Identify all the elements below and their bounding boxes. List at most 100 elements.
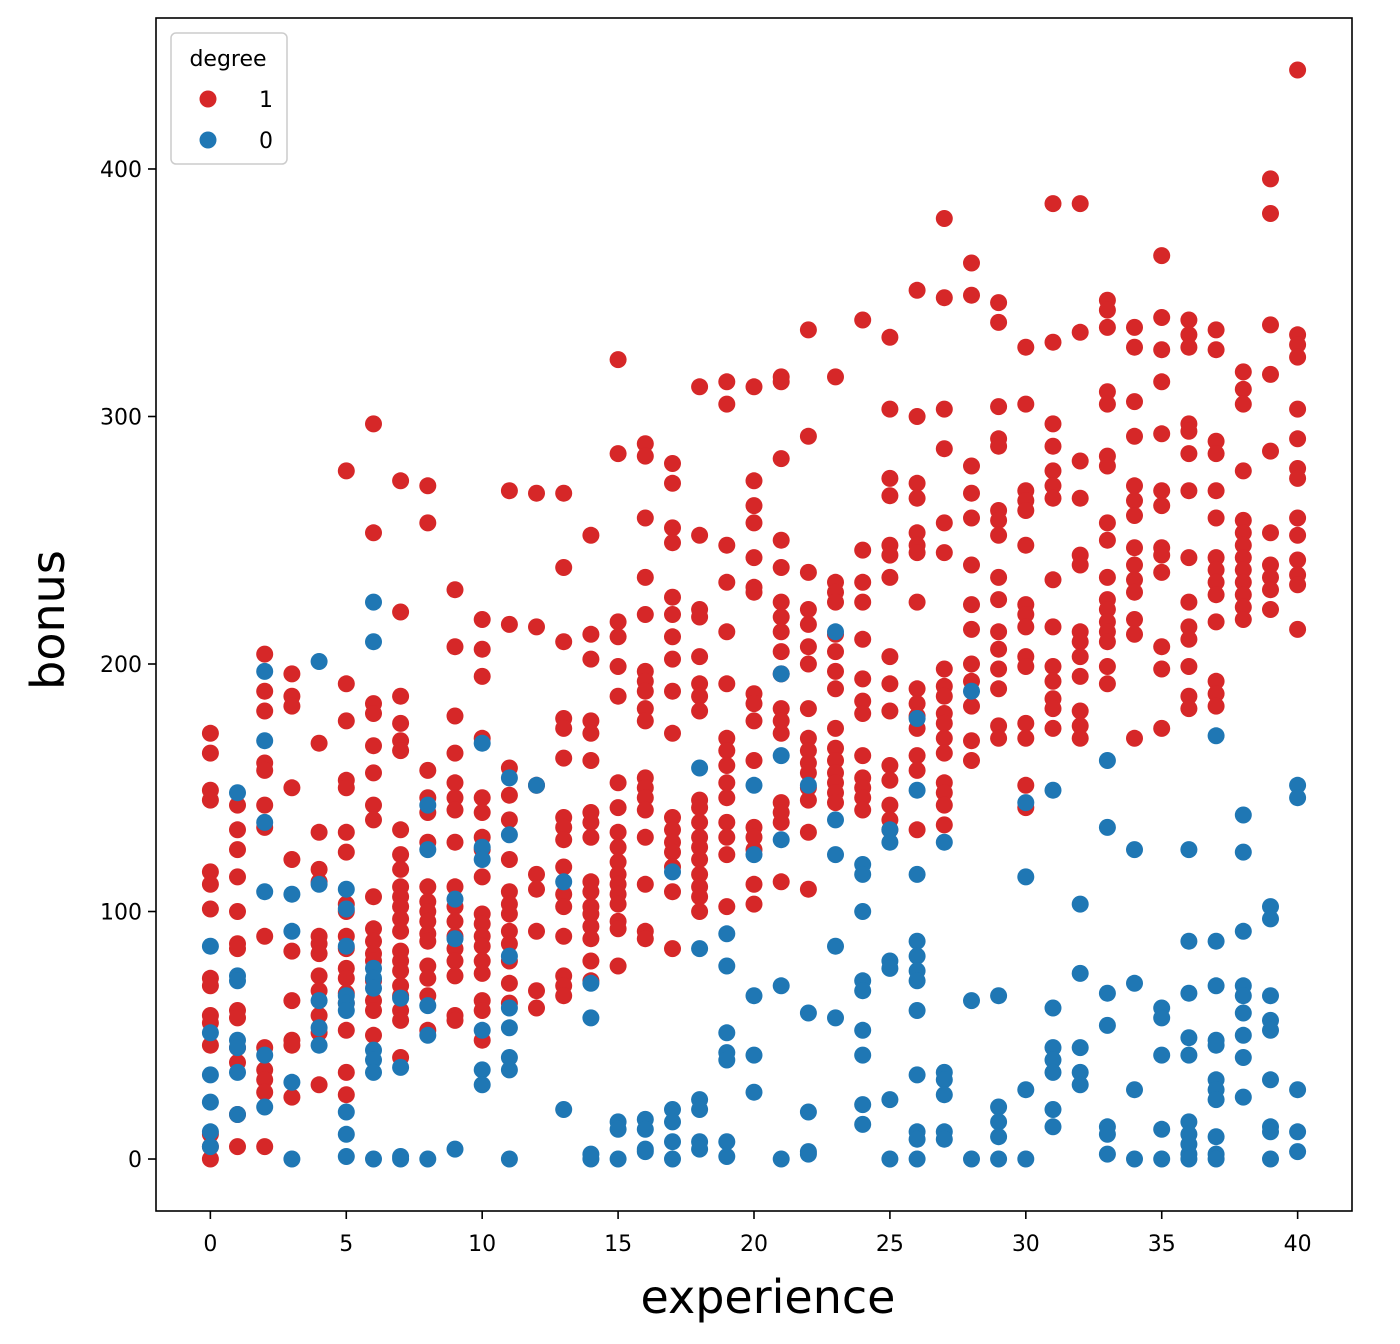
data-point-degree-1 [1289,469,1307,487]
data-point-degree-1 [854,670,872,688]
data-point-degree-1 [827,739,844,757]
data-point-degree-1 [1289,509,1307,527]
data-point-degree-1 [636,447,654,465]
y-tick-label: 100 [100,901,142,926]
data-point-degree-1 [1126,611,1143,628]
data-point-degree-0 [582,1150,600,1168]
data-point-degree-1 [609,613,627,631]
data-point-degree-1 [935,796,953,814]
data-point-degree-1 [1207,445,1225,463]
data-point-degree-0 [1289,1123,1307,1141]
data-point-degree-1 [1017,536,1035,554]
data-point-degree-0 [963,992,980,1010]
data-point-degree-0 [256,1046,274,1064]
data-point-degree-1 [827,643,844,661]
data-point-degree-1 [691,526,709,544]
data-point-degree-1 [1044,658,1062,675]
data-point-degree-0 [392,1150,410,1168]
data-point-degree-1 [799,427,817,445]
data-point-degree-1 [854,705,872,722]
data-point-degree-0 [990,1098,1008,1116]
data-point-degree-1 [854,692,872,710]
data-point-degree-1 [473,611,491,628]
data-point-degree-0 [745,1046,763,1064]
data-point-degree-1 [500,974,518,992]
data-point-degree-1 [691,608,709,626]
data-point-degree-0 [1234,1004,1252,1022]
data-point-degree-0 [1153,1150,1171,1168]
data-point-degree-1 [609,838,627,856]
data-point-degree-0 [337,1103,355,1121]
data-point-degree-0 [990,1113,1008,1131]
data-point-degree-1 [1262,556,1279,574]
data-point-degree-1 [582,526,600,544]
data-point-degree-0 [799,1145,817,1163]
data-point-degree-1 [201,900,219,918]
data-point-degree-0 [1234,1049,1252,1066]
data-point-degree-0 [1126,1081,1143,1099]
data-point-degree-1 [500,811,518,829]
data-point-degree-0 [283,922,301,940]
data-point-degree-1 [365,415,382,433]
data-point-degree-1 [500,482,518,500]
data-point-degree-1 [528,922,545,940]
data-point-degree-1 [691,378,709,396]
data-point-degree-1 [500,935,518,953]
data-point-degree-1 [691,648,709,666]
data-point-degree-1 [963,286,980,304]
data-point-degree-1 [1289,430,1307,448]
data-point-degree-1 [582,905,600,923]
data-point-degree-1 [990,660,1008,678]
data-point-degree-0 [337,1125,355,1143]
data-point-degree-1 [745,549,763,567]
data-point-degree-1 [827,680,844,698]
data-point-degree-0 [636,1143,654,1161]
data-point-degree-0 [1262,1123,1279,1141]
data-point-degree-1 [392,714,410,732]
data-point-degree-0 [718,1148,736,1165]
data-point-degree-0 [500,769,518,787]
data-point-degree-1 [582,930,600,948]
data-point-degree-1 [1207,672,1225,690]
data-point-degree-1 [555,559,573,576]
data-point-degree-1 [392,603,410,621]
data-point-degree-1 [1071,452,1089,470]
data-point-degree-0 [1098,818,1116,836]
y-tick-label: 200 [100,653,142,678]
data-point-degree-1 [310,860,328,878]
data-point-degree-1 [419,932,437,950]
data-point-degree-0 [1180,984,1198,1002]
data-point-degree-1 [1234,462,1252,480]
data-point-degree-0 [1126,1150,1143,1168]
data-point-degree-1 [1207,321,1225,339]
data-point-degree-1 [718,742,736,760]
data-point-degree-1 [963,509,980,527]
data-point-degree-1 [718,846,736,864]
data-point-degree-1 [1289,400,1307,418]
data-point-degree-1 [201,724,219,742]
data-point-degree-1 [908,593,926,611]
data-point-degree-0 [1098,984,1116,1002]
data-point-degree-1 [908,474,926,492]
data-point-degree-1 [990,526,1008,544]
data-point-degree-1 [1180,549,1198,567]
data-point-degree-0 [1207,1128,1225,1146]
data-point-degree-1 [1044,333,1062,351]
data-point-degree-0 [446,930,464,948]
data-point-degree-1 [1126,539,1143,557]
data-point-degree-1 [1234,573,1252,591]
legend: degree 1 0 [170,32,288,165]
points-layer [201,61,1307,1168]
data-point-degree-1 [392,846,410,864]
data-point-degree-1 [908,695,926,713]
data-point-degree-1 [555,484,573,502]
data-point-degree-1 [365,796,382,814]
data-point-degree-1 [691,813,709,831]
data-point-degree-1 [365,705,382,722]
data-point-degree-1 [1153,341,1171,359]
data-point-degree-1 [854,593,872,611]
data-point-degree-1 [664,519,681,537]
data-point-degree-1 [1180,338,1198,356]
data-point-degree-1 [1044,571,1062,589]
data-point-degree-1 [854,311,872,329]
